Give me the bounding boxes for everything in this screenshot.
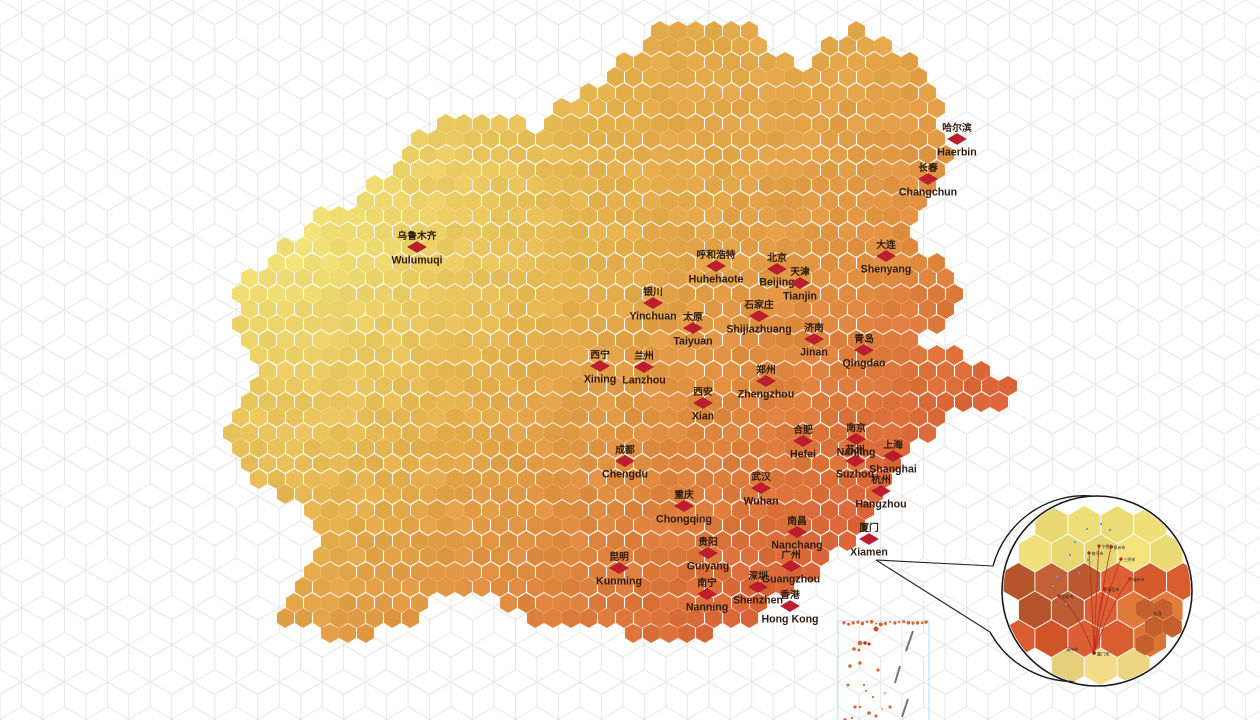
svg-text:Kunming: Kunming [596, 575, 642, 587]
svg-text:昆明: 昆明 [609, 551, 629, 563]
svg-text:哈尔滨: 哈尔滨 [942, 121, 972, 134]
svg-text:Haerbin: Haerbin [937, 146, 976, 158]
svg-text:乌鲁木齐: 乌鲁木齐 [397, 229, 436, 242]
svg-text:苏州: 苏州 [845, 443, 865, 456]
svg-text:Chongqing: Chongqing [656, 513, 712, 525]
svg-text:厦门: 厦门 [859, 521, 879, 534]
svg-text:大连: 大连 [876, 238, 896, 251]
svg-text:武汉: 武汉 [751, 470, 771, 483]
svg-text:福州市: 福州市 [1133, 576, 1145, 582]
svg-text:南京: 南京 [846, 421, 866, 434]
svg-text:Xining: Xining [584, 373, 616, 385]
svg-text:台湾: 台湾 [1153, 610, 1161, 617]
svg-text:Zhengzhou: Zhengzhou [738, 388, 795, 400]
svg-text:香港: 香港 [780, 588, 800, 601]
svg-text:Hefei: Hefei [790, 448, 816, 460]
svg-text:上海: 上海 [883, 438, 903, 451]
svg-text:杭州: 杭州 [871, 473, 891, 486]
svg-text:青岛: 青岛 [854, 332, 874, 345]
svg-text:呼和浩特: 呼和浩特 [696, 248, 735, 261]
svg-text:Wulumuqi: Wulumuqi [392, 254, 443, 266]
svg-text:Guiyang: Guiyang [687, 560, 729, 572]
svg-text:三明市: 三明市 [1124, 556, 1136, 562]
svg-text:Tianjin: Tianjin [783, 290, 817, 302]
svg-text:Yinchuan: Yinchuan [629, 310, 676, 322]
svg-text:Taiyuan: Taiyuan [673, 335, 712, 347]
svg-text:太原: 太原 [682, 310, 703, 323]
svg-text:合肥: 合肥 [792, 423, 813, 436]
svg-text:Xiamen: Xiamen [850, 546, 888, 558]
svg-text:南宁: 南宁 [697, 576, 717, 589]
svg-text:银川: 银川 [643, 285, 663, 298]
svg-text:厦门市: 厦门市 [1097, 651, 1110, 658]
svg-text:Lanzhou: Lanzhou [622, 374, 666, 386]
svg-text:Jinan: Jinan [800, 346, 828, 358]
svg-text:重庆: 重庆 [674, 488, 694, 501]
svg-text:Shijiazhuang: Shijiazhuang [726, 323, 791, 335]
svg-text:贵阳: 贵阳 [698, 535, 718, 548]
svg-text:Chengdu: Chengdu [602, 468, 648, 480]
svg-text:南昌: 南昌 [787, 514, 807, 527]
svg-text:广州: 广州 [781, 548, 801, 561]
svg-text:西宁: 西宁 [590, 348, 610, 361]
svg-text:成都: 成都 [615, 443, 635, 456]
svg-text:龙岩市: 龙岩市 [1062, 593, 1074, 599]
svg-text:Qingdao: Qingdao [843, 357, 886, 369]
svg-text:深圳: 深圳 [748, 569, 768, 582]
svg-text:Shanghai: Shanghai [869, 463, 917, 475]
svg-text:Nanning: Nanning [686, 601, 728, 613]
svg-text:Shenzhen: Shenzhen [733, 594, 783, 606]
svg-text:天津: 天津 [790, 265, 810, 278]
svg-text:郑州: 郑州 [756, 363, 776, 376]
svg-text:Guangzhou: Guangzhou [762, 573, 820, 585]
svg-text:Changchun: Changchun [899, 186, 957, 198]
svg-text:北京: 北京 [767, 251, 787, 264]
svg-text:Hangzhou: Hangzhou [855, 498, 906, 510]
svg-text:Huhehaote: Huhehaote [689, 273, 744, 285]
svg-text:南平市: 南平市 [1092, 550, 1104, 556]
svg-text:莆田市: 莆田市 [1108, 586, 1120, 592]
svg-text:Shenyang: Shenyang [861, 263, 912, 275]
svg-text:Xian: Xian [692, 410, 714, 422]
svg-text:济南: 济南 [804, 321, 824, 334]
svg-text:漳州市: 漳州市 [1066, 646, 1078, 652]
svg-text:西安: 西安 [693, 385, 713, 398]
svg-text:兰州: 兰州 [634, 349, 654, 362]
svg-text:石家庄: 石家庄 [743, 298, 774, 311]
svg-text:泉州市: 泉州市 [1114, 544, 1126, 550]
svg-text:Hong Kong: Hong Kong [761, 613, 818, 625]
svg-text:Wuhan: Wuhan [743, 495, 778, 507]
svg-text:长春: 长春 [918, 161, 938, 174]
